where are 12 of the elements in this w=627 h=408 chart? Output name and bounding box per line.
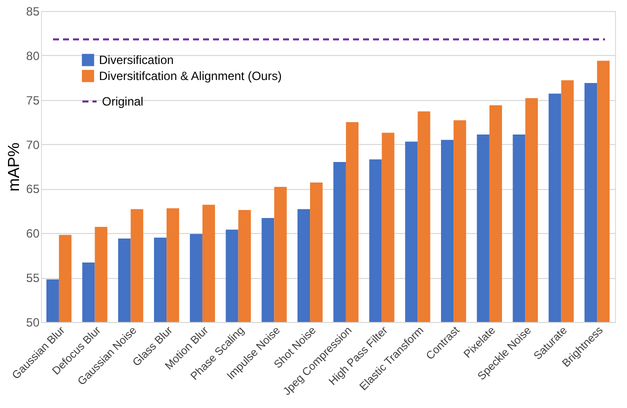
y-tick-label: 55 [26,271,40,286]
y-tick-label: 60 [26,226,40,241]
y-tick-label: 75 [26,93,40,108]
y-tick-label: 50 [26,316,40,330]
y-tick-label: 70 [26,138,40,152]
y-axis-title: mAP% [6,142,24,192]
legend-label: Diversification [99,53,174,67]
legend-label: Original [102,94,144,108]
y-tick-label: 80 [26,48,40,63]
y-tick-label: 65 [26,182,40,196]
y-tick-label: 85 [26,4,40,18]
legend-label: Diversitifcation & Alignment (Ours) [99,69,282,83]
